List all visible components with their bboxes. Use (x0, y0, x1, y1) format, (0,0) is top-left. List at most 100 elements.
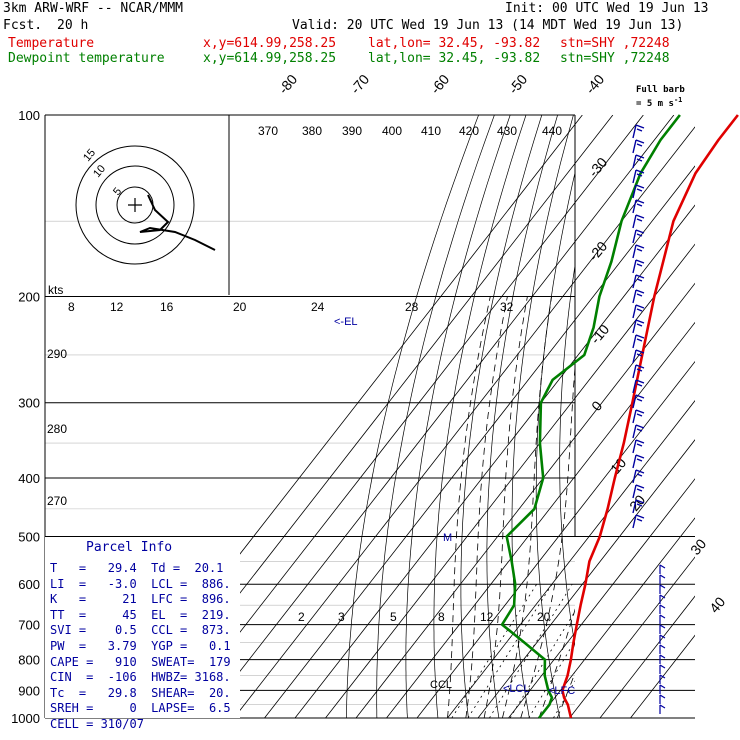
moist-adiabat-8 (502, 296, 552, 718)
pressure-label-100: 100 (18, 108, 40, 123)
mixing-ratio-labels: 8 12 16 20 24 28 32 2 3 5 8 12 20 kts (48, 283, 551, 624)
dry-adiabat-300 (535, 171, 575, 718)
wind-barb (632, 334, 645, 349)
wind-barb-lower (659, 694, 666, 704)
pressure-label-1000: 1000 (11, 711, 40, 726)
forecast-label: Fcst. (3, 18, 43, 33)
isotherm-label--20: -20 (585, 238, 610, 264)
isotherm--40 (355, 282, 695, 718)
wind-barb (632, 184, 645, 199)
dry-adiabat-320 (582, 115, 621, 718)
parcel-info-row: TT = 45 EL = 219. (50, 607, 231, 622)
parcel-info-row: CAPE = 910 SWEAT= 179 (50, 654, 231, 669)
wind-barbs (632, 124, 666, 714)
isotherm-label-0: 0 (588, 398, 605, 414)
dry-adiabat-280 (486, 115, 558, 718)
theta-label-440: 440 (542, 124, 562, 138)
wind-barb (632, 409, 645, 424)
dry-adiabat-250 (405, 115, 511, 718)
theta-label-390: 390 (342, 124, 362, 138)
isotherm-0 (477, 439, 695, 718)
mixing-ratio-top-label-24: 24 (311, 300, 325, 314)
theta-label-370: 370 (258, 124, 278, 138)
moist-adiabat-20 (538, 608, 575, 718)
isotherm--20 (416, 360, 695, 718)
temp-latlon: lat,lon= 32.45, -93.82 (368, 36, 541, 51)
mixing-ratio-bottom-label-3: 3 (338, 610, 345, 624)
pressure-label-800: 800 (18, 653, 40, 668)
isotherm-label--30: -30 (585, 154, 610, 180)
dry-adiabat-270 (460, 115, 543, 718)
isotherm-20 (538, 517, 695, 718)
dry-adiabat-230 (346, 115, 479, 718)
sounding-traces (500, 114, 739, 719)
dry-adiabat-260 (433, 115, 527, 718)
theta-side-label-290: 290 (47, 347, 67, 361)
parcel-info-row: T = 29.4 Td = 20.1 (50, 561, 224, 575)
moist-adiabats (447, 296, 740, 719)
ccl-marker: CCL (430, 679, 452, 691)
wind-barb (632, 379, 645, 394)
pressure-label-500: 500 (18, 529, 40, 544)
wind-barb (632, 439, 645, 454)
wind-barb (632, 394, 645, 409)
mixing-ratio-bottom-label-5: 5 (390, 610, 397, 624)
isotherm-30 (569, 556, 695, 718)
valid-time: Valid: 20 UTC Wed 19 Jun 13 (14 MDT Wed … (292, 18, 684, 33)
lcl-marker: <LCL (503, 683, 530, 695)
mixing-ratio-bottom-label-20: 20 (537, 610, 551, 624)
isotherm--30 (386, 321, 695, 718)
dry-adiabat-360 (667, 115, 740, 718)
pressure-label-900: 900 (18, 683, 40, 698)
wind-barb-lower (659, 574, 666, 584)
wind-barb (632, 139, 645, 154)
wind-barb (632, 229, 645, 244)
isotherm--10 (447, 400, 695, 718)
wind-barb (632, 199, 645, 214)
wind-barb (632, 454, 645, 469)
theta-side-label-280: 280 (47, 422, 67, 436)
moist-adiabat-38 (594, 297, 740, 719)
wind-barb-lower (659, 644, 666, 654)
legend-dewpoint: Dewpoint temperature (8, 51, 165, 66)
isotherm-40 (599, 595, 695, 718)
parcel-info-title: Parcel Info (86, 540, 173, 555)
dry-adiabat-240 (376, 115, 495, 718)
level-annotations: <-EL M CCL <LCL <LFC (334, 316, 575, 697)
wind-barb (632, 484, 645, 499)
isotherm--80 (233, 126, 695, 718)
pressure-label-700: 700 (18, 618, 40, 633)
temperature-trace (561, 114, 739, 719)
moist-adiabat--4 (465, 296, 508, 718)
hodograph-ring-label-5: 5 (111, 186, 124, 198)
mixing-ratio-bottom-label-8: 8 (438, 610, 445, 624)
isotherm-label-40: 40 (706, 594, 728, 616)
isotherm-label--80: -80 (275, 71, 300, 97)
moist-adiabat-26 (556, 671, 575, 718)
pressure-label-300: 300 (18, 396, 40, 411)
wind-barb (632, 259, 645, 274)
hodograph-trace (139, 194, 216, 251)
dew-station: stn=SHY ,72248 (560, 51, 670, 66)
moist-adiabat-14 (520, 362, 575, 718)
dew-latlon: lat,lon= 32.45, -93.82 (368, 51, 541, 66)
mixing-ratio-bottom-label-12: 12 (480, 610, 494, 624)
wind-barb (632, 514, 645, 529)
init-time: Init: 00 UTC Wed 19 Jun 13 (505, 1, 709, 16)
isotherm--90 (203, 115, 675, 718)
el-marker: <-EL (334, 316, 358, 328)
lfc-marker: <LFC (548, 685, 575, 697)
hodograph-ring-15 (75, 145, 195, 265)
mixing-ratio-top-label-12: 12 (110, 300, 124, 314)
parcel-info-row: Tc = 29.8 SHEAR= 20. (50, 685, 231, 700)
wind-barb (632, 364, 645, 379)
moist-adiabat--10 (447, 296, 491, 718)
mixing-ratio-3 (467, 583, 553, 718)
wind-barb-lower (659, 594, 666, 604)
legend-temperature: Temperature (8, 36, 95, 51)
isotherm-label-20: 20 (626, 492, 648, 514)
forecast-hour: 20 h (57, 18, 89, 33)
mixing-ratio-top-label-32: 32 (500, 300, 514, 314)
